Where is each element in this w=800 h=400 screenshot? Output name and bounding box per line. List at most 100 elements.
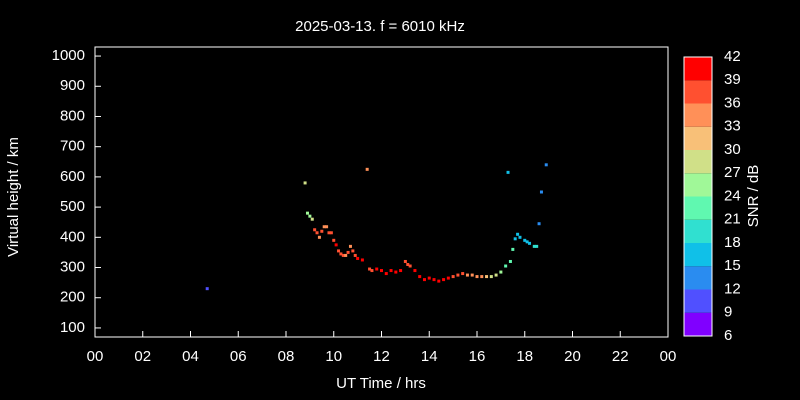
- point: [518, 235, 522, 239]
- x-tick-label: 08: [278, 348, 295, 365]
- point: [375, 267, 379, 271]
- point: [513, 237, 517, 241]
- x-tick-label: 20: [564, 348, 581, 365]
- x-tick-label: 12: [373, 348, 390, 365]
- y-axis-label: Virtual height / km: [5, 137, 22, 257]
- colorbar-band: [684, 289, 712, 313]
- y-tick-label: 700: [60, 138, 85, 155]
- x-tick-label: 14: [421, 348, 438, 365]
- x-tick-label: 02: [134, 348, 151, 365]
- colorbar-tick-label: 42: [724, 48, 741, 65]
- x-tick-label: 00: [660, 348, 677, 365]
- point: [339, 252, 343, 256]
- x-tick-label: 10: [325, 348, 342, 365]
- y-tick-label: 300: [60, 258, 85, 275]
- x-tick-label: 06: [230, 348, 247, 365]
- colorbar-tick-label: 39: [724, 71, 741, 88]
- colorbar-band: [684, 219, 712, 243]
- point: [205, 287, 209, 291]
- point: [341, 253, 345, 257]
- point: [523, 238, 527, 242]
- y-tick-label: 500: [60, 198, 85, 215]
- point: [403, 259, 407, 263]
- point: [413, 269, 417, 273]
- point: [465, 273, 469, 277]
- colorbar-band: [684, 150, 712, 174]
- point: [535, 244, 539, 248]
- point: [356, 256, 360, 260]
- point: [327, 231, 331, 235]
- point: [544, 163, 548, 167]
- colorbar-tick-label: 24: [724, 187, 741, 204]
- point: [348, 244, 352, 248]
- colorbar-label: SNR / dB: [745, 165, 762, 228]
- point: [516, 232, 520, 236]
- y-tick-label: 600: [60, 168, 85, 185]
- y-tick-label: 400: [60, 228, 85, 245]
- point: [461, 272, 465, 276]
- point: [418, 275, 422, 279]
- point: [489, 275, 493, 279]
- colorbar-tick-label: 27: [724, 164, 741, 181]
- colorbar-tick-label: 15: [724, 257, 741, 274]
- point: [446, 276, 450, 280]
- point: [504, 264, 508, 268]
- point: [308, 214, 312, 218]
- y-tick-label: 200: [60, 289, 85, 306]
- colorbar-tick-label: 30: [724, 141, 741, 158]
- point: [325, 225, 329, 229]
- colorbar-frame: [683, 56, 713, 337]
- colorbar-band: [684, 173, 712, 197]
- colorbar-band: [684, 103, 712, 127]
- colorbar-tick-label: 12: [724, 280, 741, 297]
- colorbar-tick-label: 36: [724, 94, 741, 111]
- point: [427, 276, 431, 280]
- colorbar-tick-label: 21: [724, 211, 741, 228]
- point: [303, 181, 307, 185]
- x-tick-label: 22: [612, 348, 629, 365]
- colorbar-tick-label: 33: [724, 118, 741, 135]
- colorbar-band: [684, 196, 712, 220]
- point: [525, 240, 529, 244]
- colorbar-band: [684, 80, 712, 104]
- point: [511, 247, 515, 251]
- point: [320, 229, 324, 233]
- point: [310, 217, 314, 221]
- point: [337, 249, 341, 253]
- point: [532, 244, 536, 248]
- point: [499, 270, 503, 274]
- y-tick-label: 100: [60, 319, 85, 336]
- point: [380, 269, 383, 273]
- colorbar-band: [684, 126, 712, 150]
- point: [315, 231, 319, 235]
- chart-title: 2025-03-13. f = 6010 kHz: [295, 18, 465, 35]
- colorbar-band: [684, 312, 712, 336]
- y-tick-label: 1000: [52, 47, 85, 64]
- point: [432, 278, 436, 282]
- point: [422, 278, 426, 282]
- point: [506, 170, 510, 174]
- point: [406, 263, 410, 266]
- x-tick-label: 00: [87, 348, 104, 365]
- point: [528, 241, 532, 245]
- point: [322, 225, 326, 229]
- point: [494, 273, 498, 277]
- point: [332, 238, 336, 242]
- colorbar-tick-label: 9: [724, 304, 732, 321]
- point: [344, 253, 348, 257]
- point: [317, 235, 321, 239]
- x-tick-label: 18: [516, 348, 533, 365]
- point: [451, 275, 455, 279]
- point: [399, 269, 403, 273]
- point: [470, 273, 474, 277]
- point: [389, 269, 393, 273]
- colorbar-band: [684, 57, 712, 81]
- point: [394, 270, 398, 274]
- y-tick-label: 800: [60, 107, 85, 124]
- point: [346, 250, 350, 254]
- point: [442, 278, 446, 282]
- point: [485, 275, 489, 279]
- point: [368, 267, 372, 271]
